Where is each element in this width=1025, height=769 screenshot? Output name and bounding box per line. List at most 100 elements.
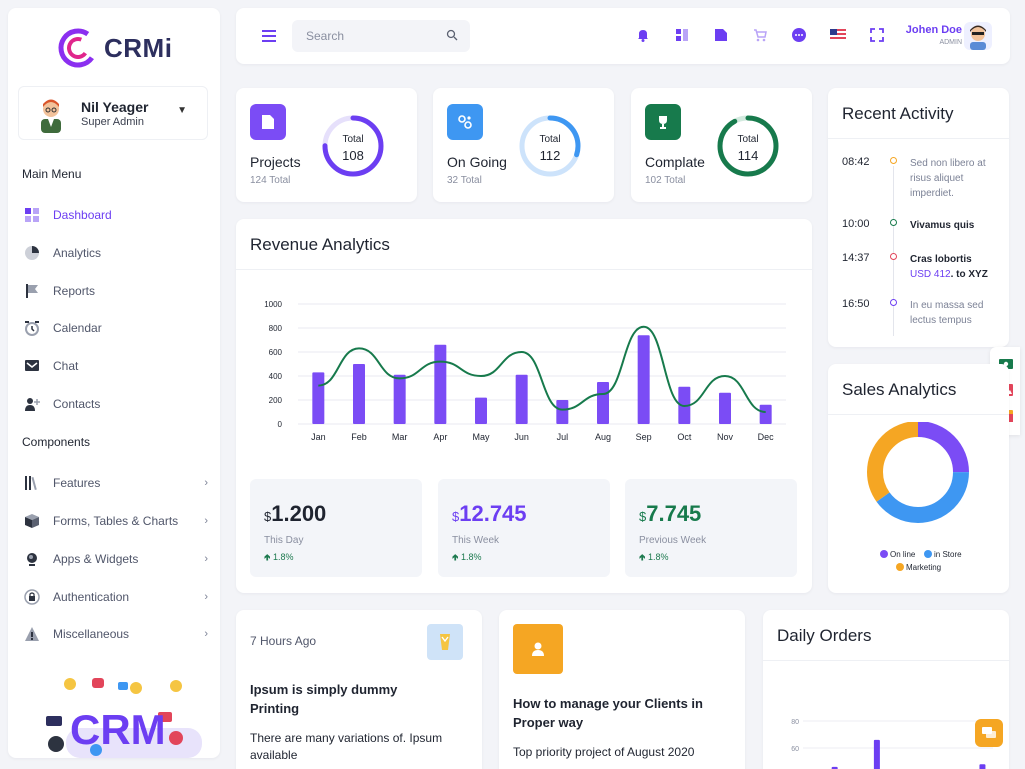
news-time: 7 Hours Ago [250, 634, 317, 648]
search-icon[interactable] [446, 29, 458, 41]
legend-marker [924, 550, 932, 558]
legend-label: On line [890, 550, 916, 559]
legend-label: in Store [934, 550, 962, 559]
menu-toggle-icon[interactable] [262, 30, 276, 42]
x-tick-label: Jun [514, 432, 529, 442]
sidebar-item-label: Miscellaneous [53, 627, 130, 641]
warning-icon [22, 624, 42, 644]
x-tick-label: Feb [351, 432, 367, 442]
bar [515, 374, 528, 424]
revenue-chart: 0 200 400 600 800 1000 Jan Feb Mar Apr May Jun Jul Au… [264, 300, 786, 442]
cart-icon[interactable] [751, 26, 769, 44]
article-title[interactable]: How to manage your Clients in Proper way [513, 696, 703, 730]
fullscreen-icon[interactable] [868, 26, 886, 44]
message-icon[interactable] [790, 26, 808, 44]
ring-label: Total [539, 134, 561, 145]
currency: $ [264, 509, 272, 524]
divider [828, 138, 1009, 139]
chevron-down-icon: ▼ [177, 105, 187, 116]
news-card[interactable]: 7 Hours Ago Ipsum is simply dummy Printi… [236, 610, 482, 769]
kpi-change: 🢁 1.8% [452, 550, 482, 566]
bar [597, 382, 609, 424]
activity-text: Sed non libero at risus aliquet imperdie… [910, 158, 986, 199]
activity-text-after: . to XYZ [950, 269, 988, 280]
amount: 12.745 [459, 501, 527, 526]
sidebar-item-label: Analytics [53, 246, 102, 260]
legend-label: Marketing [906, 563, 941, 572]
stat-subtext: 102 Total [645, 175, 686, 186]
y-tick-label: 600 [269, 348, 283, 357]
y-tick-label: 200 [269, 396, 283, 405]
kpi-this-week: $12.745 This Week 🢁 1.8% [438, 479, 610, 577]
sidebar-item-features[interactable]: Features › [22, 470, 208, 496]
bar [979, 764, 986, 769]
x-tick-label: Oct [677, 432, 692, 442]
chat-icon [22, 356, 42, 376]
sidebar-item-authentication[interactable]: Authentication › [22, 584, 208, 610]
brand-logo[interactable]: CRMi [56, 26, 172, 70]
flag-us-icon[interactable] [829, 26, 847, 44]
avatar[interactable] [964, 22, 992, 50]
top-user-info[interactable]: Johen Doe ADMIN [906, 24, 962, 46]
kpi-value: $12.745 [452, 501, 527, 527]
sidebar-item-reports[interactable]: Reports [22, 278, 208, 304]
daily-orders-chart: 406080 [791, 719, 993, 769]
activity-time: 08:42 [842, 156, 870, 168]
search-input[interactable]: Search [292, 20, 470, 52]
divider [763, 660, 1009, 661]
sidebar-item-forms-tables-charts[interactable]: Forms, Tables & Charts › [22, 508, 208, 534]
profile-name: Nil Yeager [81, 99, 149, 115]
sidebar-item-calendar[interactable]: Calendar [22, 315, 208, 341]
daily-orders-card: Daily Orders 406080 [763, 610, 1009, 769]
stat-card-complete: Complate 102 Total Total 114 [631, 88, 812, 202]
sidebar-item-contacts[interactable]: Contacts [22, 391, 208, 417]
ring-value: 108 [342, 148, 364, 163]
sidebar-item-apps-widgets[interactable]: Apps & Widgets › [22, 546, 208, 572]
apps-icon[interactable] [673, 26, 691, 44]
stat-card-projects: Projects 124 Total Total 108 [236, 88, 417, 202]
bar [873, 739, 880, 769]
activity-text-bold: Cras lobortis [910, 254, 972, 265]
profile-role: Super Admin [81, 116, 144, 128]
user-icon [513, 624, 563, 674]
chat-button[interactable] [975, 719, 1003, 747]
article-text: Top priority project of August 2020 [513, 745, 695, 759]
crm-illustration: CRM [46, 678, 202, 758]
ring-value: 112 [539, 148, 561, 163]
stat-label: On Going [447, 154, 507, 170]
kpi-label: This Week [452, 535, 500, 546]
bar [556, 400, 569, 424]
kpi-value: $1.200 [264, 501, 326, 527]
stat-label: Complate [645, 154, 705, 170]
sidebar-item-analytics[interactable]: Analytics [22, 240, 208, 266]
news-text: There are many variations of. Ipsum avai… [250, 731, 443, 762]
sidebar-item-label: Calendar [53, 321, 102, 335]
bell-icon[interactable] [634, 26, 652, 44]
clock-icon [22, 318, 42, 338]
activity-link[interactable]: USD 412 [910, 269, 951, 280]
sidebar-item-label: Reports [53, 284, 96, 298]
activity-text: Cras lobortis USD 412. to XYZ [910, 252, 1002, 282]
news-title[interactable]: Ipsum is simply dummy Printing [250, 682, 398, 716]
note-icon[interactable] [712, 26, 730, 44]
avatar [41, 99, 61, 133]
activity-text: In eu massa sed lectus tempus [910, 300, 984, 326]
activity-time: 10:00 [842, 218, 870, 230]
profile-switcher[interactable]: Nil Yeager Super Admin ▼ [18, 86, 208, 140]
series-line [318, 325, 766, 413]
sidebar-item-chat[interactable]: Chat [22, 353, 208, 379]
stat-label: Projects [250, 154, 301, 170]
user-add-icon [22, 394, 42, 414]
kpi-label: This Day [264, 535, 304, 546]
progress-ring [519, 115, 581, 177]
x-tick-label: Apr [433, 432, 447, 442]
recent-activity-card: Recent Activity 08:42 Sed non libero at … [828, 88, 1009, 347]
kpi-pct: 1.8% [272, 552, 294, 562]
sidebar-item-miscellaneous[interactable]: Miscellaneous › [22, 621, 208, 647]
drink-icon [427, 624, 463, 660]
search-placeholder: Search [306, 29, 345, 43]
article-card[interactable]: How to manage your Clients in Proper way… [499, 610, 745, 769]
brand-name: CRMi [104, 32, 173, 63]
kpi-this-day: $1.200 This Day 🢁 1.8% [250, 479, 422, 577]
sidebar-item-dashboard[interactable]: Dashboard [22, 202, 208, 228]
